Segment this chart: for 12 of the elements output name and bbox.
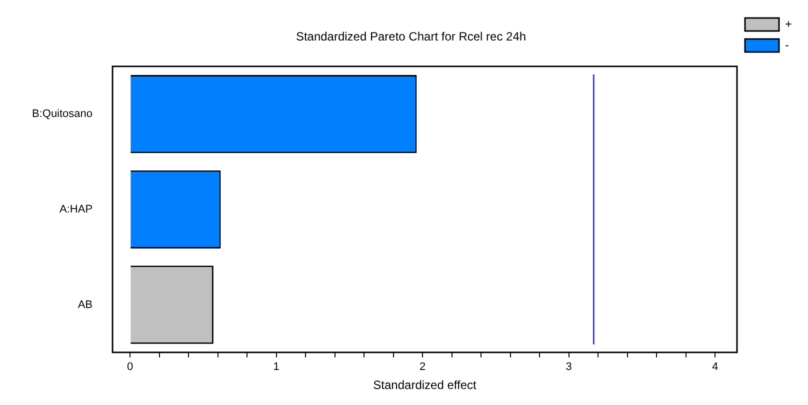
- x-tick-label: 3: [566, 361, 572, 374]
- x-tick-label: 0: [127, 361, 134, 374]
- y-tick-label: A:HAP: [60, 203, 93, 216]
- y-tick-label: B:Quitosano: [32, 108, 93, 120]
- x-tick-label: 4: [712, 361, 718, 374]
- x-tick-label: 2: [420, 361, 426, 374]
- x-tick-label: 1: [273, 361, 280, 374]
- y-tick-label: AB: [78, 298, 93, 311]
- chart-title: Standardized Pareto Chart for Rcel rec 24h: [296, 30, 526, 44]
- x-axis-title: Standardized effect: [373, 378, 478, 392]
- legend-label: -: [784, 38, 789, 52]
- legend-label: +: [784, 16, 792, 31]
